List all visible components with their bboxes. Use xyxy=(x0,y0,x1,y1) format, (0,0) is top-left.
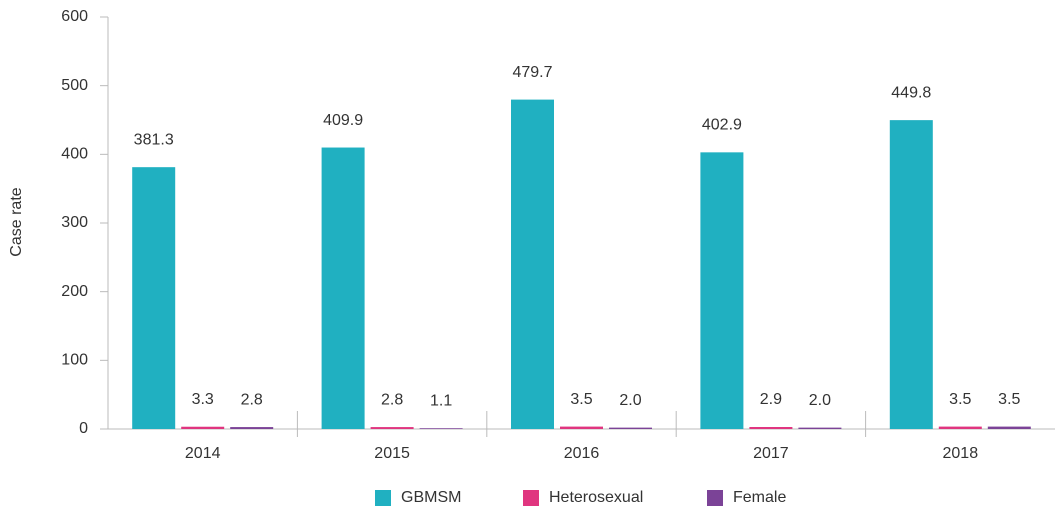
y-tick-label: 100 xyxy=(61,352,88,369)
bar xyxy=(511,99,554,429)
y-tick-label: 600 xyxy=(61,8,88,25)
data-label: 479.7 xyxy=(512,64,552,81)
data-label: 449.8 xyxy=(891,84,931,101)
y-tick-label: 200 xyxy=(61,283,88,300)
legend-label: Heterosexual xyxy=(549,489,643,506)
data-label: 3.3 xyxy=(192,391,214,408)
data-label: 402.9 xyxy=(702,117,742,134)
bar xyxy=(889,120,933,430)
data-label: 2.8 xyxy=(381,391,403,408)
data-label: 3.5 xyxy=(998,391,1020,408)
data-label: 1.1 xyxy=(430,392,452,409)
y-tick-label: 0 xyxy=(79,420,88,437)
y-axis-label: Case rate xyxy=(8,187,25,256)
bar xyxy=(749,427,793,429)
legend-swatch xyxy=(375,490,391,506)
data-label: 2.0 xyxy=(809,392,831,409)
bar xyxy=(321,147,365,429)
x-tick-label: 2015 xyxy=(374,445,410,462)
x-tick-label: 2017 xyxy=(753,445,789,462)
bar xyxy=(181,426,225,429)
bar xyxy=(609,427,652,429)
x-tick-label: 2018 xyxy=(943,445,979,462)
data-label: 2.9 xyxy=(760,391,782,408)
y-tick-label: 400 xyxy=(61,146,88,163)
data-label: 381.3 xyxy=(134,131,174,148)
x-tick-label: 2016 xyxy=(564,445,600,462)
bar xyxy=(230,427,274,429)
bar xyxy=(560,426,603,429)
bar xyxy=(938,426,982,429)
bar xyxy=(987,426,1031,429)
legend-swatch xyxy=(707,490,723,506)
legend-swatch xyxy=(523,490,539,506)
y-tick-label: 300 xyxy=(61,214,88,231)
data-label: 2.0 xyxy=(619,392,641,409)
bar xyxy=(419,428,463,429)
bar xyxy=(700,152,744,430)
bar xyxy=(798,427,842,429)
bar xyxy=(132,167,176,429)
data-label: 2.8 xyxy=(241,391,263,408)
legend-label: Female xyxy=(733,489,786,506)
data-label: 409.9 xyxy=(323,112,363,129)
bar xyxy=(370,427,414,429)
y-tick-label: 500 xyxy=(61,77,88,94)
data-label: 3.5 xyxy=(570,391,592,408)
x-tick-label: 2014 xyxy=(185,445,221,462)
legend-label: GBMSM xyxy=(401,489,461,506)
data-label: 3.5 xyxy=(949,391,971,408)
